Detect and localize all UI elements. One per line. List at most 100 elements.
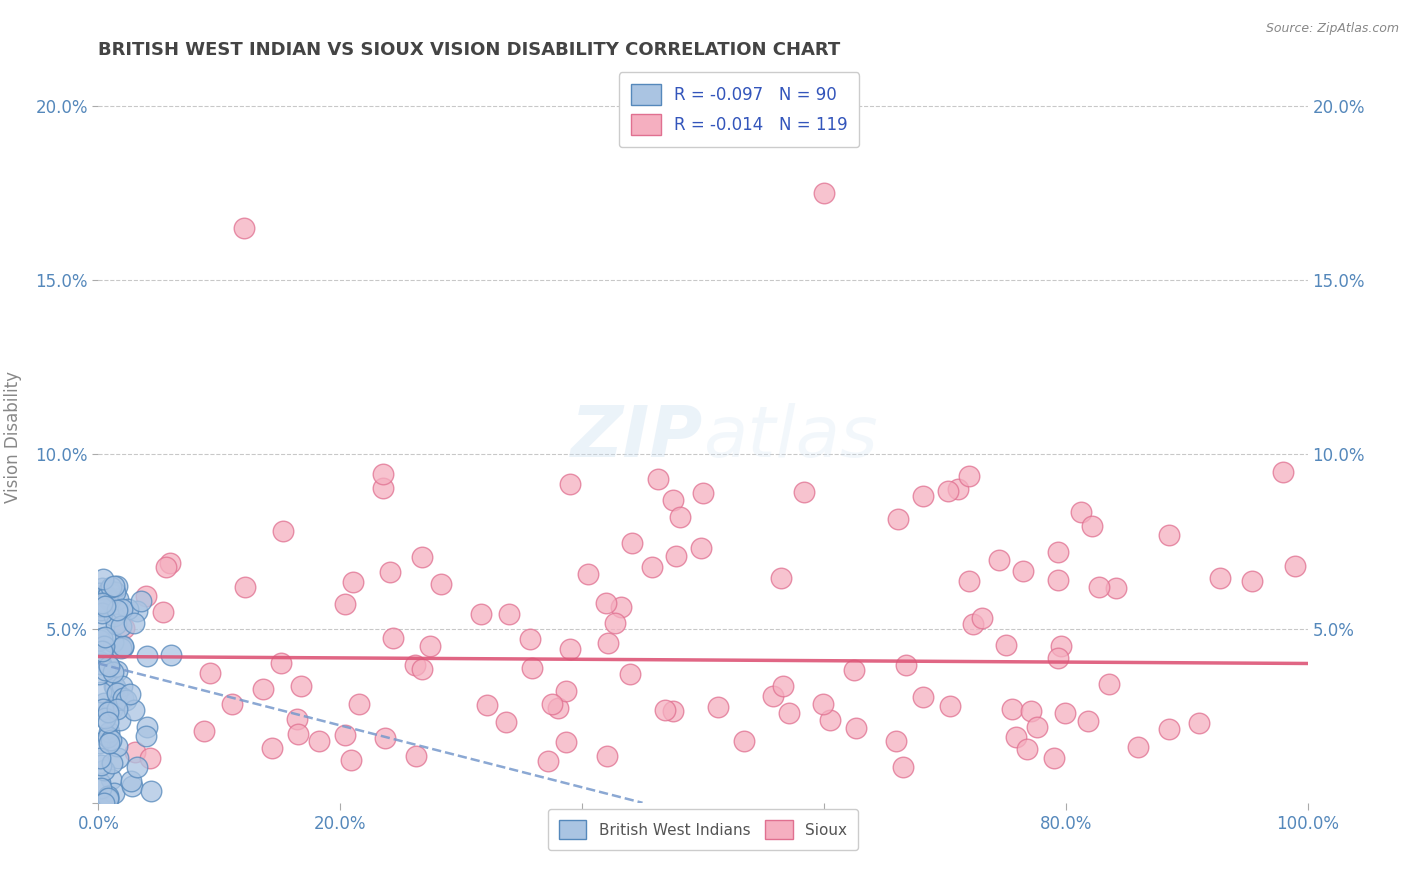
Point xyxy=(193,724,215,739)
Point xyxy=(894,657,917,672)
Point xyxy=(98,725,121,739)
Y-axis label: Vision Disability: Vision Disability xyxy=(4,371,21,503)
Point xyxy=(125,604,148,618)
Point xyxy=(404,658,426,673)
Point xyxy=(93,619,115,633)
Point xyxy=(97,715,120,730)
Point xyxy=(120,773,142,788)
Point xyxy=(772,679,794,693)
Point xyxy=(105,664,128,678)
Point xyxy=(120,687,142,701)
Point xyxy=(381,631,404,645)
Point xyxy=(411,662,433,676)
Point xyxy=(101,665,124,679)
Point xyxy=(111,602,134,616)
Point xyxy=(641,559,664,574)
Point xyxy=(107,578,129,592)
Point xyxy=(96,590,118,604)
Point xyxy=(342,575,364,590)
Point xyxy=(287,727,309,741)
Point xyxy=(97,659,120,673)
Point xyxy=(112,621,135,635)
Point xyxy=(273,524,295,538)
Legend: British West Indians, Sioux: British West Indians, Sioux xyxy=(548,809,858,850)
Point xyxy=(94,630,117,644)
Point xyxy=(111,639,134,653)
Point xyxy=(91,572,114,586)
Point xyxy=(1070,505,1092,519)
Point xyxy=(733,734,755,748)
Point xyxy=(98,582,121,597)
Point xyxy=(647,472,669,486)
Point xyxy=(104,680,127,694)
Point xyxy=(1159,723,1181,737)
Point xyxy=(112,690,135,705)
Point xyxy=(690,541,713,556)
Point xyxy=(97,789,120,803)
Point xyxy=(371,481,394,495)
Point xyxy=(537,754,560,768)
Point xyxy=(91,644,114,658)
Point xyxy=(100,587,122,601)
Point xyxy=(100,580,122,594)
Point xyxy=(103,608,125,623)
Point xyxy=(270,657,292,671)
Point xyxy=(596,748,619,763)
Point xyxy=(778,706,800,720)
Point xyxy=(1026,720,1049,734)
Point xyxy=(887,512,910,526)
Point xyxy=(576,566,599,581)
Point xyxy=(820,714,842,728)
Point xyxy=(103,786,125,800)
Point xyxy=(886,733,908,747)
Point xyxy=(1017,742,1039,756)
Point xyxy=(1159,527,1181,541)
Point xyxy=(308,734,330,748)
Point xyxy=(595,596,617,610)
Point xyxy=(380,565,402,579)
Point xyxy=(957,469,980,483)
Point xyxy=(555,735,578,749)
Point xyxy=(135,729,157,743)
Point xyxy=(93,764,115,778)
Point xyxy=(105,739,128,753)
Point xyxy=(98,736,121,750)
Point xyxy=(114,693,136,707)
Point xyxy=(498,607,520,621)
Point xyxy=(125,760,148,774)
Point xyxy=(103,635,125,649)
Point xyxy=(101,756,124,770)
Point xyxy=(558,476,581,491)
Point xyxy=(1077,714,1099,729)
Point xyxy=(946,483,969,497)
Point xyxy=(520,661,543,675)
Point xyxy=(90,581,112,595)
Point xyxy=(97,705,120,719)
Point xyxy=(419,639,441,653)
Point xyxy=(232,221,254,235)
Point xyxy=(669,510,692,524)
Point xyxy=(87,667,110,681)
Point xyxy=(1209,571,1232,585)
Point xyxy=(89,736,111,750)
Point xyxy=(988,553,1011,567)
Point xyxy=(429,577,451,591)
Point xyxy=(957,574,980,588)
Point xyxy=(1088,580,1111,594)
Point xyxy=(706,699,728,714)
Point xyxy=(1005,730,1028,744)
Point xyxy=(96,791,118,805)
Point xyxy=(1128,739,1150,754)
Point xyxy=(333,597,356,611)
Point xyxy=(139,750,162,764)
Point xyxy=(90,758,112,772)
Point xyxy=(111,679,134,693)
Point xyxy=(94,663,117,677)
Point xyxy=(1080,519,1102,533)
Point xyxy=(519,632,541,647)
Point xyxy=(995,639,1018,653)
Point xyxy=(939,698,962,713)
Point xyxy=(121,780,143,794)
Point xyxy=(1043,751,1066,765)
Point xyxy=(1047,545,1070,559)
